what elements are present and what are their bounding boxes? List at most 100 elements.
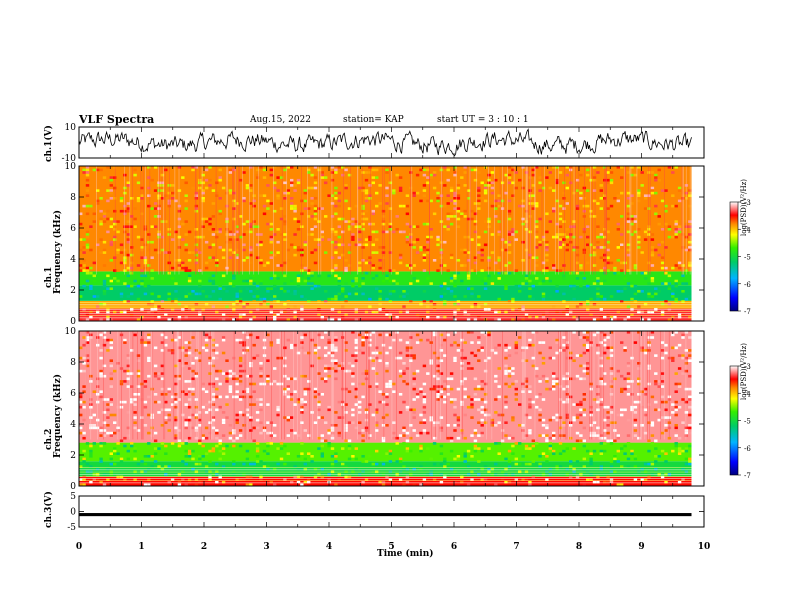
spectrogram-cell xyxy=(429,235,433,239)
spectrogram-cell xyxy=(490,302,495,306)
spectrogram-cell xyxy=(422,248,427,252)
spectrogram-cell xyxy=(589,341,593,344)
spectrogram-cell xyxy=(286,418,290,422)
spectrogram-cell xyxy=(198,439,202,443)
spectrogram-cell xyxy=(555,199,559,203)
spectrogram-cell xyxy=(208,449,212,453)
spectrogram-cell xyxy=(398,457,403,461)
spectrogram-cell xyxy=(368,333,372,337)
spectrogram-cell xyxy=(358,261,362,265)
spectrogram-cell xyxy=(123,212,127,216)
spectrogram-cell xyxy=(599,315,603,319)
spectrogram-cell xyxy=(609,380,614,383)
colorbar-tick-label: -5 xyxy=(744,418,751,426)
spectrogram-cell xyxy=(296,398,301,401)
spectrogram-cell xyxy=(378,202,382,205)
spectrogram-cell xyxy=(586,346,590,350)
spectrogram-cell xyxy=(106,166,110,169)
spectrogram-cell xyxy=(262,176,267,179)
spectrogram-cell xyxy=(381,215,386,218)
spectrogram-cell xyxy=(364,310,369,314)
spectrogram-cell xyxy=(504,372,508,375)
spectrogram-cell xyxy=(626,220,631,223)
spectrogram-cell xyxy=(317,403,321,406)
spectrogram-cell xyxy=(555,341,559,344)
spectrogram-cell xyxy=(586,284,590,288)
spectrogram-cell xyxy=(497,367,501,370)
spectrogram-cell xyxy=(262,264,267,267)
spectrogram-cell xyxy=(609,405,614,409)
spectrogram-cell xyxy=(109,240,113,244)
spectrogram-cell xyxy=(524,380,529,383)
spectrogram-cell xyxy=(552,189,556,192)
spectrogram-cell xyxy=(446,215,450,218)
ch2-frequency-label: Frequency (kHz) xyxy=(53,373,63,458)
spectrogram-cell xyxy=(187,390,192,393)
spectrogram-cell xyxy=(269,297,273,301)
spectrogram-cell xyxy=(208,256,212,259)
spectrogram-cell xyxy=(164,313,168,316)
spectrogram-cell xyxy=(466,189,471,192)
spectrogram-cell xyxy=(569,460,573,463)
spectrogram-cell xyxy=(242,343,246,347)
spectrogram-cell xyxy=(664,424,668,427)
spectrogram-cell xyxy=(208,184,212,187)
spectrogram-cell xyxy=(528,341,532,344)
spectrogram-cell xyxy=(565,166,569,169)
spectrogram-cell xyxy=(558,465,563,468)
spectrogram-cell xyxy=(483,408,488,412)
spectrogram-cell xyxy=(133,215,137,218)
spectrogram-cell xyxy=(198,457,202,461)
spectrogram-cell xyxy=(371,209,375,213)
spectrogram-cell xyxy=(616,259,620,262)
spectrogram-cell xyxy=(439,452,444,455)
spectrogram-cell xyxy=(99,369,103,373)
spectrogram-cell xyxy=(351,354,355,357)
spectrogram-cell xyxy=(487,217,491,221)
spectrogram-cell xyxy=(660,313,665,316)
spectrogram-cell xyxy=(232,302,236,306)
spectrogram-cell xyxy=(242,362,246,365)
y-tick-label: 8 xyxy=(70,358,76,368)
spectrogram-cell xyxy=(153,202,158,205)
spectrogram-cell xyxy=(252,356,256,360)
spectrogram-cell xyxy=(113,186,117,190)
spectrogram-cell xyxy=(313,421,318,424)
spectrogram-cell xyxy=(586,343,590,347)
spectrogram-cell xyxy=(453,405,457,409)
spectrogram-cell xyxy=(432,259,437,262)
spectrogram-cell xyxy=(599,282,603,285)
spectrogram-cell xyxy=(123,478,127,481)
spectrogram-cell xyxy=(579,336,583,339)
spectrogram-cell xyxy=(477,349,481,352)
spectrogram-cell xyxy=(252,403,256,406)
spectrogram-cell xyxy=(273,295,277,298)
spectrogram-cell xyxy=(79,478,83,481)
spectrogram-cell xyxy=(273,274,277,278)
spectrogram-cell xyxy=(215,261,219,265)
spectrogram-cell xyxy=(290,292,294,296)
spectrogram-cell xyxy=(545,228,549,231)
spectrogram-cell xyxy=(688,462,692,466)
spectrogram-cell xyxy=(637,331,641,334)
spectrogram-cell xyxy=(347,264,352,267)
spectrogram-cell xyxy=(313,349,318,352)
spectrogram-cell xyxy=(160,408,165,412)
spectrogram-cell xyxy=(388,207,393,210)
spectrogram-cell xyxy=(402,362,406,365)
spectrogram-cell xyxy=(153,400,158,404)
spectrogram-cell xyxy=(565,447,569,450)
spectrogram-cell xyxy=(616,449,620,453)
spectrogram-cell xyxy=(381,483,386,486)
spectrogram-cell xyxy=(558,204,563,208)
spectrogram-cell xyxy=(364,191,369,195)
spectrogram-cell xyxy=(562,336,566,339)
spectrogram-cell xyxy=(201,387,205,391)
spectrogram-cell xyxy=(555,222,559,226)
spectrogram-cell xyxy=(96,189,100,192)
spectrogram-cell xyxy=(671,266,675,270)
spectrogram-cell xyxy=(596,235,600,239)
spectrogram-cell xyxy=(109,359,113,362)
spectrogram-cell xyxy=(443,395,447,399)
